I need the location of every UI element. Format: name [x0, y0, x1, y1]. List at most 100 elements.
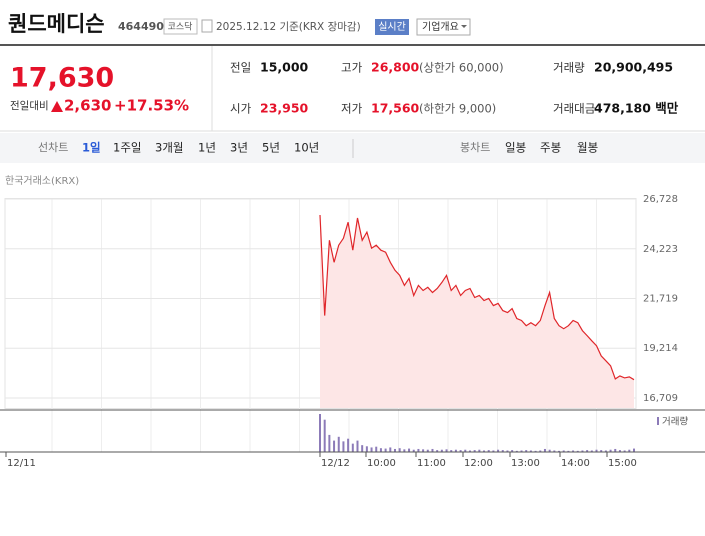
stat-label: 저가 — [341, 102, 363, 116]
volume-bar — [468, 450, 471, 452]
volume-bar — [454, 449, 457, 452]
volume-bar — [590, 450, 593, 452]
volume-bar — [483, 450, 486, 452]
volume-bar — [586, 450, 589, 452]
volume-bar — [370, 447, 373, 452]
tab-group-label: 선차트 — [38, 141, 68, 154]
stat-value: 15,000 — [260, 60, 309, 75]
stat-value: 478,180 백만 — [594, 101, 679, 116]
price-line — [319, 214, 635, 381]
volume-bar — [412, 449, 415, 452]
volume-bar — [534, 450, 537, 452]
volume-bar — [319, 414, 321, 452]
volume-label: 거래량 — [662, 416, 688, 428]
calendar-icon — [201, 19, 213, 33]
volume-bar — [379, 448, 382, 452]
market: 코스닥 — [168, 22, 193, 33]
volume-bar — [422, 449, 425, 452]
volume-bar — [614, 448, 617, 452]
y-tick-label: 16,709 — [643, 393, 678, 404]
volume-bar — [464, 449, 467, 452]
volume-bar — [581, 450, 584, 452]
volume-bar — [323, 419, 326, 452]
volume-bar — [333, 440, 336, 452]
volume-bar — [478, 449, 481, 452]
volume-bar — [473, 450, 476, 452]
volume-bar — [539, 450, 542, 452]
realtime[interactable]: 실시간 — [378, 21, 406, 33]
realtime-button[interactable] — [375, 19, 409, 35]
volume-key — [657, 417, 659, 425]
volume-bar — [445, 449, 448, 452]
volume-bar — [440, 449, 443, 452]
volume-bar — [497, 449, 500, 452]
volume-bar — [506, 450, 509, 452]
volume-bar — [604, 450, 607, 452]
volume-bar — [525, 450, 528, 452]
volume-bar — [633, 448, 635, 452]
volume-bar — [558, 450, 561, 452]
stat-label: 거래량 — [553, 61, 585, 75]
change-label: 전일대비 — [10, 99, 49, 112]
volume-bar — [501, 450, 504, 452]
stat-label: 전일 — [230, 61, 251, 75]
volume-bar — [384, 448, 387, 452]
stat-value: 20,900,495 — [594, 60, 673, 75]
price-area — [320, 215, 634, 408]
volume-bar — [595, 449, 598, 452]
tab[interactable]: 1주일 — [113, 141, 141, 155]
tab[interactable]: 3년 — [230, 141, 248, 155]
volume-bar — [562, 450, 565, 452]
y-tick-label: 19,214 — [643, 343, 678, 354]
volume-bar — [403, 449, 406, 452]
stat-label: 시가 — [230, 102, 252, 116]
volume-bar — [609, 449, 612, 452]
volume-bar — [543, 448, 546, 452]
tab[interactable]: 주봉 — [540, 141, 561, 155]
y-tick-label: 21,719 — [643, 293, 678, 304]
tab[interactable]: 1년 — [198, 141, 216, 155]
volume-bar — [567, 450, 570, 452]
volume-bar — [375, 446, 378, 452]
x-tick-label: 11:00 — [417, 458, 446, 469]
volume-bar — [342, 441, 345, 452]
tab-group-label: 봉차트 — [460, 141, 490, 154]
stat-extra: (하한가 9,000) — [419, 102, 496, 116]
stat-label: 고가 — [341, 61, 363, 75]
stock-code: 464490 — [118, 20, 164, 33]
y-tick-label: 24,223 — [643, 244, 678, 255]
volume-bar — [347, 438, 350, 452]
stat-value: 17,560 — [371, 101, 420, 116]
tab[interactable]: 일봉 — [505, 141, 526, 155]
tab[interactable]: 5년 — [262, 141, 280, 155]
tab[interactable]: 월봉 — [577, 141, 598, 155]
stat-label: 거래대금 — [553, 102, 595, 116]
overview-button[interactable] — [416, 18, 471, 36]
volume-bar — [459, 450, 462, 452]
volume-bar — [393, 448, 396, 452]
x-tick-label: 14:00 — [561, 458, 590, 469]
volume-bar — [426, 449, 429, 452]
tab[interactable]: 1일 — [82, 141, 101, 155]
volume-bar — [515, 450, 518, 452]
volume-bar — [450, 450, 453, 452]
stock-name: 퀀드메디슨 — [8, 12, 105, 36]
volume-bar — [487, 450, 490, 452]
overview[interactable]: 기업개요 — [422, 20, 459, 33]
stat-extra: (상한가 60,000) — [419, 61, 504, 75]
stat-value: 26,800 — [371, 60, 420, 75]
y-tick-label: 26,728 — [643, 194, 678, 205]
x-tick-label: 10:00 — [367, 458, 396, 469]
volume-bar — [328, 434, 331, 452]
volume-bar — [431, 448, 434, 452]
volume-bar — [417, 448, 420, 452]
stat-value: 23,950 — [260, 101, 309, 116]
volume-bar — [389, 447, 392, 452]
x-tick-label: 12:00 — [464, 458, 493, 469]
source: 한국거래소(KRX) — [5, 175, 79, 187]
change: 2,630 — [64, 97, 111, 115]
tab[interactable]: 10년 — [294, 141, 319, 155]
tab[interactable]: 3개월 — [155, 141, 183, 155]
